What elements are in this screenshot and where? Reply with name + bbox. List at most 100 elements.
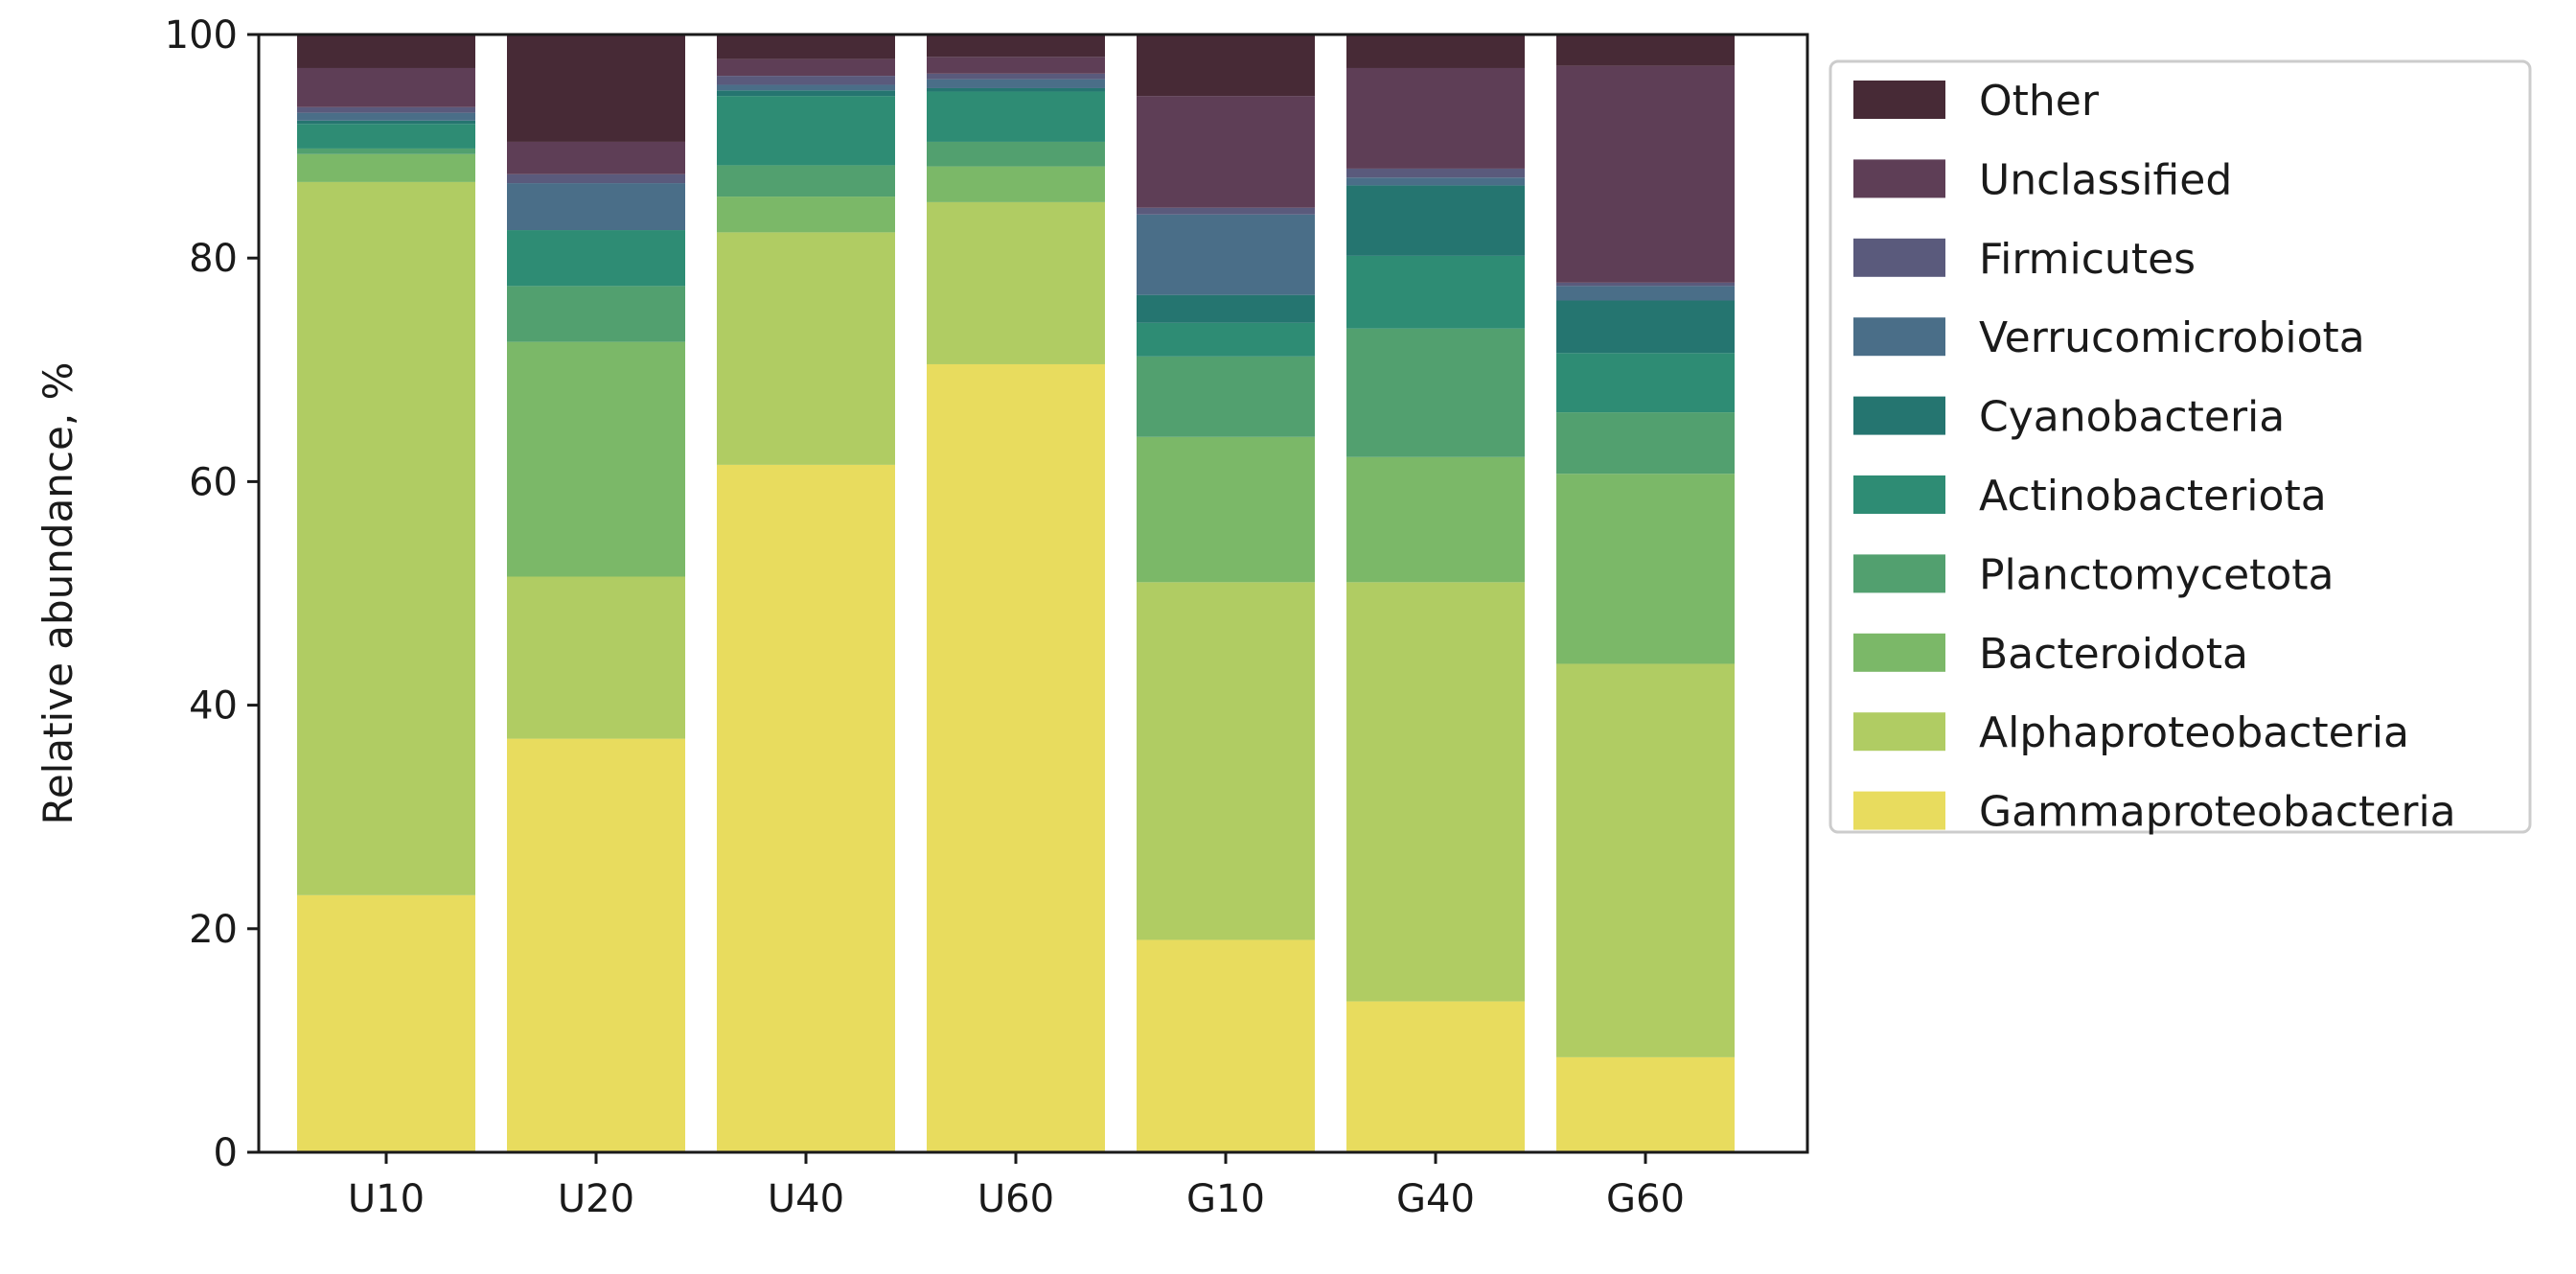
bar-segment-U60-planctomycetota <box>927 141 1105 167</box>
legend-label-actinobacteriota: Actinobacteriota <box>1979 472 2327 521</box>
bar-segment-G60-planctomycetota <box>1556 412 1735 475</box>
bar-segment-G40-verrucomicrobiota <box>1346 177 1525 186</box>
bar-segment-U40-actinobacteriota <box>717 96 895 166</box>
legend-swatch-cyanobacteria <box>1853 396 1945 435</box>
bar-segment-G10-unclassified <box>1137 96 1315 208</box>
bar-segment-G40-unclassified <box>1346 67 1525 169</box>
bar-segment-G40-planctomycetota <box>1346 328 1525 457</box>
legend-swatch-unclassified <box>1853 159 1945 198</box>
legend-swatch-other <box>1853 81 1945 119</box>
bars-layer <box>297 35 1735 1153</box>
bar-segment-U20-gammaproteobacteria <box>507 738 685 1152</box>
bar-segment-G60-verrucomicrobiota <box>1556 286 1735 301</box>
bar-segment-G60-actinobacteriota <box>1556 353 1735 413</box>
legend-swatch-alphaproteobacteria <box>1853 712 1945 752</box>
bar-segment-U40-verrucomicrobiota <box>717 84 895 91</box>
x-tick-label: G10 <box>1186 1177 1265 1221</box>
bar-segment-U40-bacteroidota <box>717 197 895 233</box>
legend-label-cyanobacteria: Cyanobacteria <box>1979 393 2285 442</box>
legend-label-bacteroidota: Bacteroidota <box>1979 630 2248 679</box>
bar-segment-G40-actinobacteriota <box>1346 255 1525 329</box>
x-axis: U10 U20 U40 U60 G10 G40 G60 <box>348 1152 1685 1221</box>
legend-frame <box>1828 59 2532 834</box>
bar-segment-G10-bacteroidota <box>1137 436 1315 583</box>
bar-segment-G40-firmicutes <box>1346 168 1525 178</box>
x-tick-label: G40 <box>1396 1177 1475 1221</box>
y-tick-label: 80 <box>189 237 238 281</box>
bar-segment-G60-cyanobacteria <box>1556 300 1735 354</box>
bar-segment-G60-unclassified <box>1556 65 1735 283</box>
bar-segment-U10-unclassified <box>297 67 475 107</box>
legend-label-other: Other <box>1979 77 2100 126</box>
bar-segment-U10-firmicutes <box>297 106 475 113</box>
y-tick-label: 20 <box>189 908 238 952</box>
bar-segment-U10-gammaproteobacteria <box>297 894 475 1152</box>
legend-swatch-gammaproteobacteria <box>1853 791 1945 830</box>
x-tick-label: U20 <box>558 1177 634 1221</box>
bar-segment-U10-cyanobacteria <box>297 120 475 125</box>
bar-segment-U60-bacteroidota <box>927 166 1105 202</box>
legend-swatch-actinobacteriota <box>1853 475 1945 514</box>
legend-swatch-verrucomicrobiota <box>1853 317 1945 357</box>
bar-segment-G40-bacteroidota <box>1346 456 1525 583</box>
x-tick-label: U40 <box>768 1177 844 1221</box>
bar-segment-U40-gammaproteobacteria <box>717 464 895 1152</box>
legend: Other Unclassified Firmicutes Verrucomicrob… <box>1828 59 2532 837</box>
bar-segment-U60-other <box>927 35 1105 58</box>
bar-segment-U20-unclassified <box>507 141 685 174</box>
legend-label-verrucomicrobiota: Verrucomicrobiota <box>1979 313 2365 362</box>
bar-segment-U10-bacteroidota <box>297 153 475 182</box>
bar-segment-G10-gammaproteobacteria <box>1137 939 1315 1152</box>
bar-segment-G40-other <box>1346 35 1525 68</box>
bar-segment-G60-other <box>1556 35 1735 66</box>
x-tick-label: G60 <box>1606 1177 1685 1221</box>
bar-segment-G60-gammaproteobacteria <box>1556 1056 1735 1152</box>
bar-segment-U10-alphaproteobacteria <box>297 181 475 895</box>
bar-segment-U60-firmicutes <box>927 73 1105 80</box>
x-tick-label: U10 <box>348 1177 425 1221</box>
legend-label-unclassified: Unclassified <box>1979 155 2232 204</box>
legend-swatch-bacteroidota <box>1853 633 1945 672</box>
bar-segment-U40-planctomycetota <box>717 165 895 197</box>
bar-segment-U60-alphaproteobacteria <box>927 201 1105 364</box>
bar-segment-U40-firmicutes <box>717 76 895 85</box>
bar-segment-G60-bacteroidota <box>1556 474 1735 664</box>
legend-label-gammaproteobacteria: Gammaproteobacteria <box>1979 788 2456 837</box>
bar-segment-U20-planctomycetota <box>507 286 685 342</box>
bar-segment-G40-cyanobacteria <box>1346 185 1525 256</box>
y-axis: 0 20 40 60 80 100 <box>165 13 259 1175</box>
bar-segment-U60-gammaproteobacteria <box>927 363 1105 1153</box>
legend-label-firmicutes: Firmicutes <box>1979 235 2196 284</box>
bar-segment-U10-verrucomicrobiota <box>297 112 475 121</box>
bar-segment-U40-other <box>717 35 895 59</box>
legend-label-planctomycetota: Planctomycetota <box>1979 550 2334 599</box>
bar-segment-G10-firmicutes <box>1137 207 1315 215</box>
bar-segment-U40-unclassified <box>717 58 895 77</box>
bar-segment-U10-actinobacteriota <box>297 124 475 149</box>
bar-segment-U20-firmicutes <box>507 174 685 184</box>
bar-segment-G10-cyanobacteria <box>1137 294 1315 323</box>
bar-segment-U20-verrucomicrobiota <box>507 183 685 231</box>
bar-segment-U40-alphaproteobacteria <box>717 232 895 465</box>
legend-swatch-planctomycetota <box>1853 554 1945 593</box>
legend-swatch-firmicutes <box>1853 238 1945 277</box>
bar-segment-U20-bacteroidota <box>507 341 685 577</box>
bar-segment-U20-alphaproteobacteria <box>507 576 685 739</box>
bar-segment-U60-cyanobacteria <box>927 87 1105 92</box>
bar-segment-U20-other <box>507 35 685 142</box>
bar-segment-G40-gammaproteobacteria <box>1346 1001 1525 1152</box>
bar-segment-G10-alphaproteobacteria <box>1137 582 1315 940</box>
plot-frame <box>257 33 1809 1154</box>
legend-label-alphaproteobacteria: Alphaproteobacteria <box>1979 708 2409 757</box>
y-tick-label: 0 <box>214 1131 238 1175</box>
y-tick-label: 40 <box>189 684 238 729</box>
bar-segment-G60-firmicutes <box>1556 282 1735 287</box>
y-tick-label: 100 <box>165 13 238 58</box>
bar-segment-U40-cyanobacteria <box>717 90 895 97</box>
y-tick-label: 60 <box>189 460 238 504</box>
bar-segment-U60-verrucomicrobiota <box>927 79 1105 88</box>
bar-segment-U20-actinobacteriota <box>507 230 685 287</box>
y-axis-label: Relative abundance, % <box>34 362 81 825</box>
